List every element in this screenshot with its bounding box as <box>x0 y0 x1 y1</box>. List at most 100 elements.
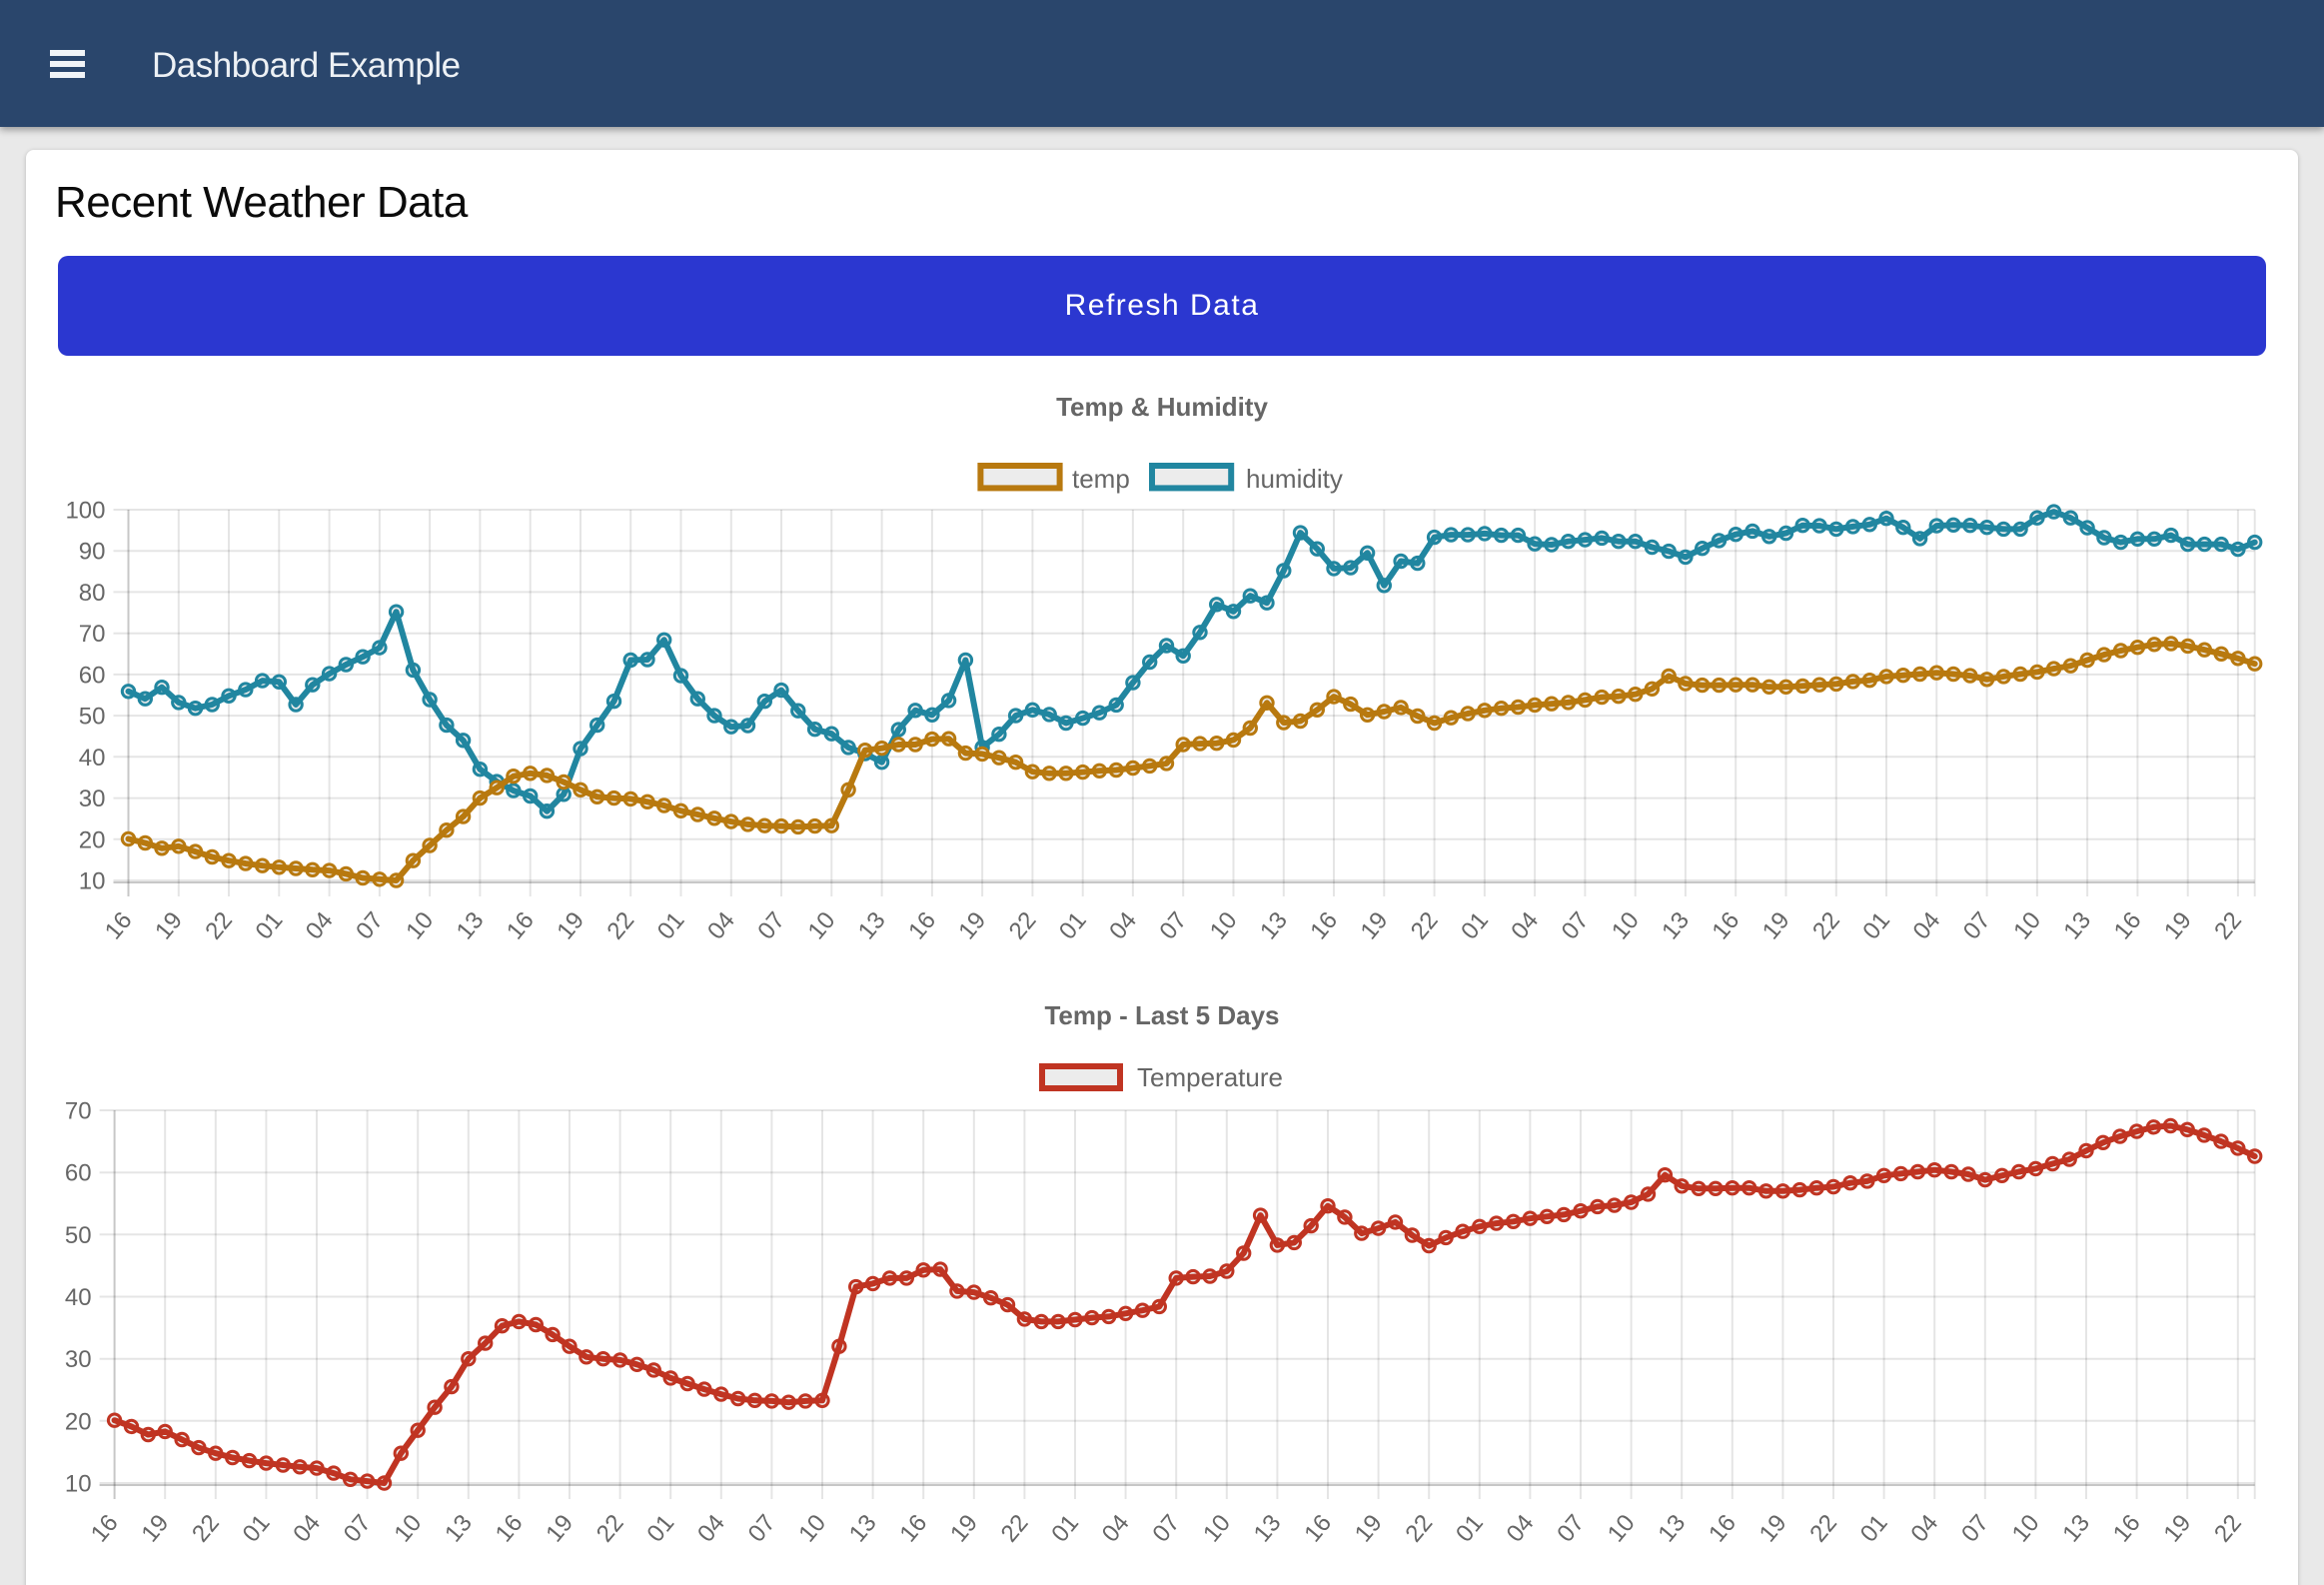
svg-text:13: 13 <box>853 907 891 945</box>
svg-text:Temperature: Temperature <box>1137 1062 1283 1092</box>
svg-text:13: 13 <box>2057 1510 2095 1548</box>
svg-text:01: 01 <box>652 907 690 945</box>
svg-text:13: 13 <box>1657 907 1695 945</box>
svg-text:04: 04 <box>702 907 740 945</box>
svg-text:10: 10 <box>2007 1510 2045 1548</box>
svg-text:13: 13 <box>844 1510 882 1548</box>
svg-text:22: 22 <box>591 1510 629 1548</box>
svg-text:100: 100 <box>65 498 105 525</box>
svg-text:07: 07 <box>339 1510 377 1548</box>
svg-text:22: 22 <box>1406 907 1444 945</box>
svg-text:19: 19 <box>2158 1510 2196 1548</box>
svg-text:16: 16 <box>502 907 540 945</box>
svg-text:01: 01 <box>1855 1510 1893 1548</box>
svg-text:70: 70 <box>79 621 106 648</box>
svg-text:19: 19 <box>541 1510 579 1548</box>
svg-text:22: 22 <box>996 1510 1034 1548</box>
svg-text:04: 04 <box>1097 1510 1135 1548</box>
svg-text:19: 19 <box>552 907 589 945</box>
svg-text:13: 13 <box>440 1510 478 1548</box>
svg-text:22: 22 <box>187 1510 225 1548</box>
svg-text:19: 19 <box>1350 1510 1388 1548</box>
svg-text:01: 01 <box>1857 907 1895 945</box>
svg-text:16: 16 <box>894 1510 932 1548</box>
svg-text:13: 13 <box>452 907 490 945</box>
svg-text:16: 16 <box>1305 907 1343 945</box>
svg-text:10: 10 <box>803 907 841 945</box>
svg-text:16: 16 <box>2109 907 2147 945</box>
svg-text:10: 10 <box>793 1510 831 1548</box>
svg-text:04: 04 <box>1506 907 1544 945</box>
svg-text:70: 70 <box>65 1098 92 1125</box>
svg-text:humidity: humidity <box>1246 464 1343 494</box>
svg-text:16: 16 <box>1704 1510 1742 1548</box>
svg-text:16: 16 <box>1299 1510 1337 1548</box>
svg-text:22: 22 <box>1804 1510 1842 1548</box>
svg-text:20: 20 <box>65 1408 92 1435</box>
svg-text:04: 04 <box>692 1510 730 1548</box>
svg-text:16: 16 <box>1707 907 1744 945</box>
svg-text:10: 10 <box>389 1510 427 1548</box>
svg-text:40: 40 <box>65 1284 92 1311</box>
svg-text:13: 13 <box>1653 1510 1691 1548</box>
svg-text:07: 07 <box>1557 907 1595 945</box>
svg-text:Temp & Humidity: Temp & Humidity <box>1056 392 1268 422</box>
svg-text:01: 01 <box>1046 1510 1084 1548</box>
svg-text:10: 10 <box>2008 907 2046 945</box>
svg-text:07: 07 <box>1956 1510 1994 1548</box>
svg-text:01: 01 <box>1451 1510 1489 1548</box>
svg-text:19: 19 <box>953 907 991 945</box>
svg-text:Temp - Last 5 Days: Temp - Last 5 Days <box>1044 1000 1279 1030</box>
svg-text:04: 04 <box>1905 1510 1943 1548</box>
svg-text:13: 13 <box>1249 1510 1287 1548</box>
svg-text:30: 30 <box>65 1346 92 1373</box>
svg-text:10: 10 <box>79 868 106 895</box>
svg-text:07: 07 <box>1552 1510 1590 1548</box>
svg-text:04: 04 <box>1104 907 1142 945</box>
svg-text:22: 22 <box>1400 1510 1438 1548</box>
svg-text:19: 19 <box>150 907 188 945</box>
svg-text:01: 01 <box>251 907 289 945</box>
svg-text:10: 10 <box>65 1471 92 1498</box>
svg-text:13: 13 <box>1255 907 1293 945</box>
svg-text:19: 19 <box>945 1510 983 1548</box>
svg-text:22: 22 <box>601 907 639 945</box>
svg-text:22: 22 <box>2209 1510 2247 1548</box>
svg-text:16: 16 <box>100 907 138 945</box>
svg-text:60: 60 <box>79 662 106 689</box>
svg-text:07: 07 <box>351 907 389 945</box>
svg-text:60: 60 <box>65 1160 92 1187</box>
svg-text:19: 19 <box>1757 907 1795 945</box>
svg-text:10: 10 <box>1603 1510 1641 1548</box>
svg-text:07: 07 <box>752 907 790 945</box>
svg-text:10: 10 <box>1198 1510 1236 1548</box>
svg-text:16: 16 <box>903 907 941 945</box>
svg-text:19: 19 <box>136 1510 174 1548</box>
svg-text:07: 07 <box>743 1510 781 1548</box>
svg-text:16: 16 <box>2108 1510 2146 1548</box>
svg-text:temp: temp <box>1072 464 1130 494</box>
svg-text:01: 01 <box>1456 907 1494 945</box>
svg-text:20: 20 <box>79 826 106 853</box>
svg-text:01: 01 <box>641 1510 679 1548</box>
svg-text:10: 10 <box>401 907 439 945</box>
svg-text:04: 04 <box>1502 1510 1540 1548</box>
svg-text:50: 50 <box>79 704 106 731</box>
svg-text:30: 30 <box>79 786 106 812</box>
svg-text:04: 04 <box>1908 907 1946 945</box>
svg-text:04: 04 <box>301 907 339 945</box>
svg-text:40: 40 <box>79 745 106 772</box>
svg-text:10: 10 <box>1607 907 1645 945</box>
svg-text:07: 07 <box>1958 907 1996 945</box>
svg-text:01: 01 <box>238 1510 276 1548</box>
svg-text:80: 80 <box>79 580 106 607</box>
svg-text:13: 13 <box>2058 907 2096 945</box>
svg-text:22: 22 <box>1004 907 1042 945</box>
svg-text:22: 22 <box>2209 907 2247 945</box>
svg-text:16: 16 <box>491 1510 529 1548</box>
svg-text:07: 07 <box>1154 907 1192 945</box>
svg-text:22: 22 <box>200 907 238 945</box>
svg-text:19: 19 <box>2159 907 2197 945</box>
svg-text:04: 04 <box>288 1510 326 1548</box>
svg-text:16: 16 <box>86 1510 124 1548</box>
